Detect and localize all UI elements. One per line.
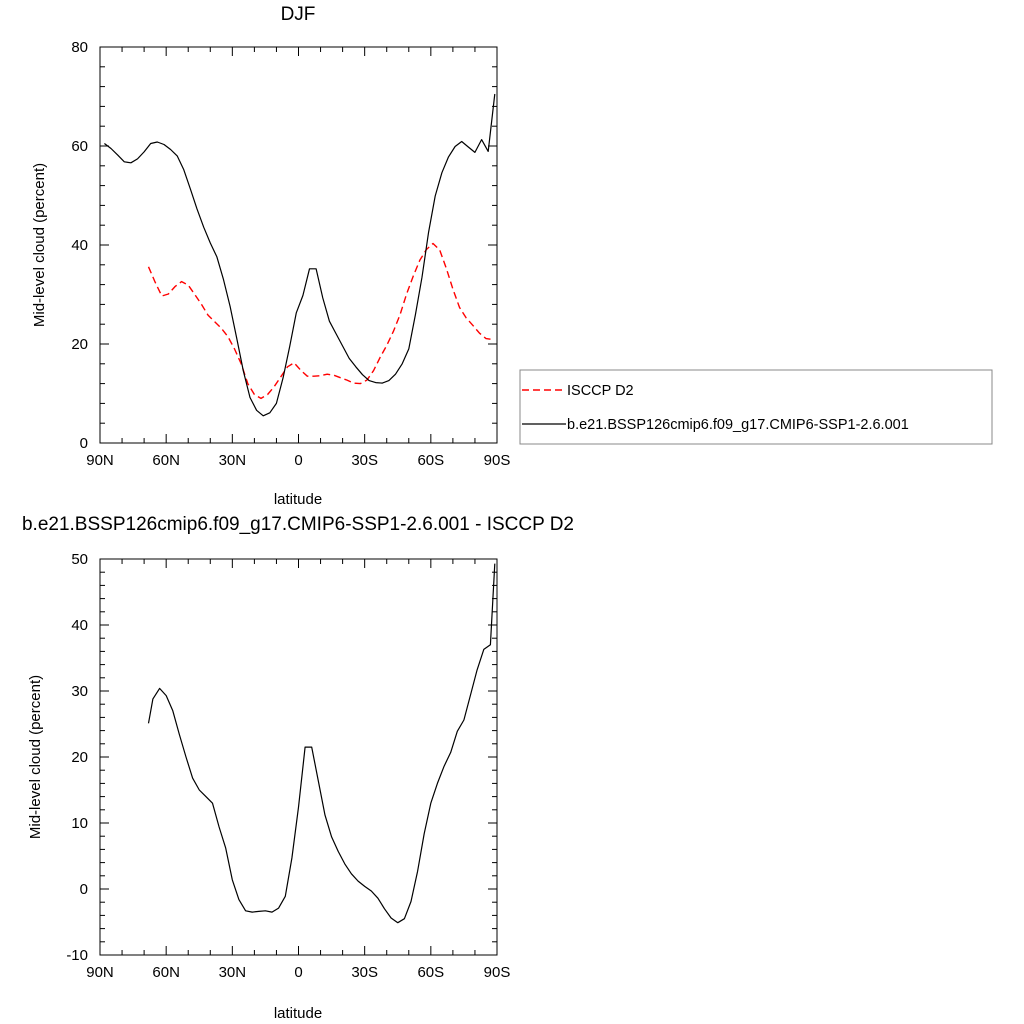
top-x-tick-label: 60S	[417, 452, 444, 469]
bottom-chart-frame	[99, 558, 498, 956]
top-x-tick-label: 60N	[152, 452, 180, 469]
top-y-tick-label: 60	[71, 138, 88, 155]
top-x-tick-label: 0	[294, 452, 302, 469]
bottom-series-line-0	[147, 563, 496, 924]
top-y-tick-label: 80	[71, 39, 88, 56]
top-x-tick-label: 90N	[86, 452, 114, 469]
bottom-y-tick-label: 50	[71, 551, 88, 568]
bottom-y-tick-label: 40	[71, 617, 88, 634]
top-y-tick-label: 0	[80, 435, 88, 452]
bottom-y-tick-label: 30	[71, 683, 88, 700]
top-chart-frame	[99, 46, 498, 444]
bottom-x-tick-label: 30S	[351, 964, 378, 981]
legend-label-isccp: ISCCP D2	[567, 383, 634, 399]
bottom-chart-title: b.e21.BSSP126cmip6.f09_g17.CMIP6-SSP1-2.…	[22, 514, 574, 535]
top-chart-y-axis-label: Mid-level cloud (percent)	[31, 163, 48, 327]
top-chart-x-axis-label: latitude	[274, 491, 322, 508]
top-y-tick-label: 40	[71, 237, 88, 254]
top-series-line-0	[147, 242, 493, 400]
top-chart: DJF Mid-level cloud (percent) latitude 0…	[31, 4, 510, 508]
bottom-chart-x-axis-label: latitude	[274, 1005, 322, 1022]
top-x-tick-label: 30S	[351, 452, 378, 469]
bottom-x-tick-label: 0	[294, 964, 302, 981]
bottom-chart: b.e21.BSSP126cmip6.f09_g17.CMIP6-SSP1-2.…	[22, 514, 574, 1022]
legend-label-model: b.e21.BSSP126cmip6.f09_g17.CMIP6-SSP1-2.…	[567, 417, 909, 433]
top-series-line-1	[104, 93, 496, 417]
bottom-y-tick-label: 20	[71, 749, 88, 766]
bottom-x-tick-label: 30N	[219, 964, 247, 981]
top-x-tick-label: 90S	[484, 452, 511, 469]
top-chart-title: DJF	[281, 4, 316, 25]
top-y-tick-label: 20	[71, 336, 88, 353]
bottom-x-tick-label: 60N	[152, 964, 180, 981]
bottom-x-tick-label: 90S	[484, 964, 511, 981]
legend-box	[519, 369, 993, 445]
bottom-chart-y-axis-label: Mid-level cloud (percent)	[27, 675, 44, 839]
bottom-y-tick-label: 10	[71, 815, 88, 832]
bottom-x-tick-label: 90N	[86, 964, 114, 981]
legend: ISCCP D2 b.e21.BSSP126cmip6.f09_g17.CMIP…	[519, 369, 993, 445]
bottom-y-tick-label: 0	[80, 881, 88, 898]
top-x-tick-label: 30N	[219, 452, 247, 469]
bottom-x-tick-label: 60S	[417, 964, 444, 981]
bottom-y-tick-label: -10	[66, 947, 88, 964]
